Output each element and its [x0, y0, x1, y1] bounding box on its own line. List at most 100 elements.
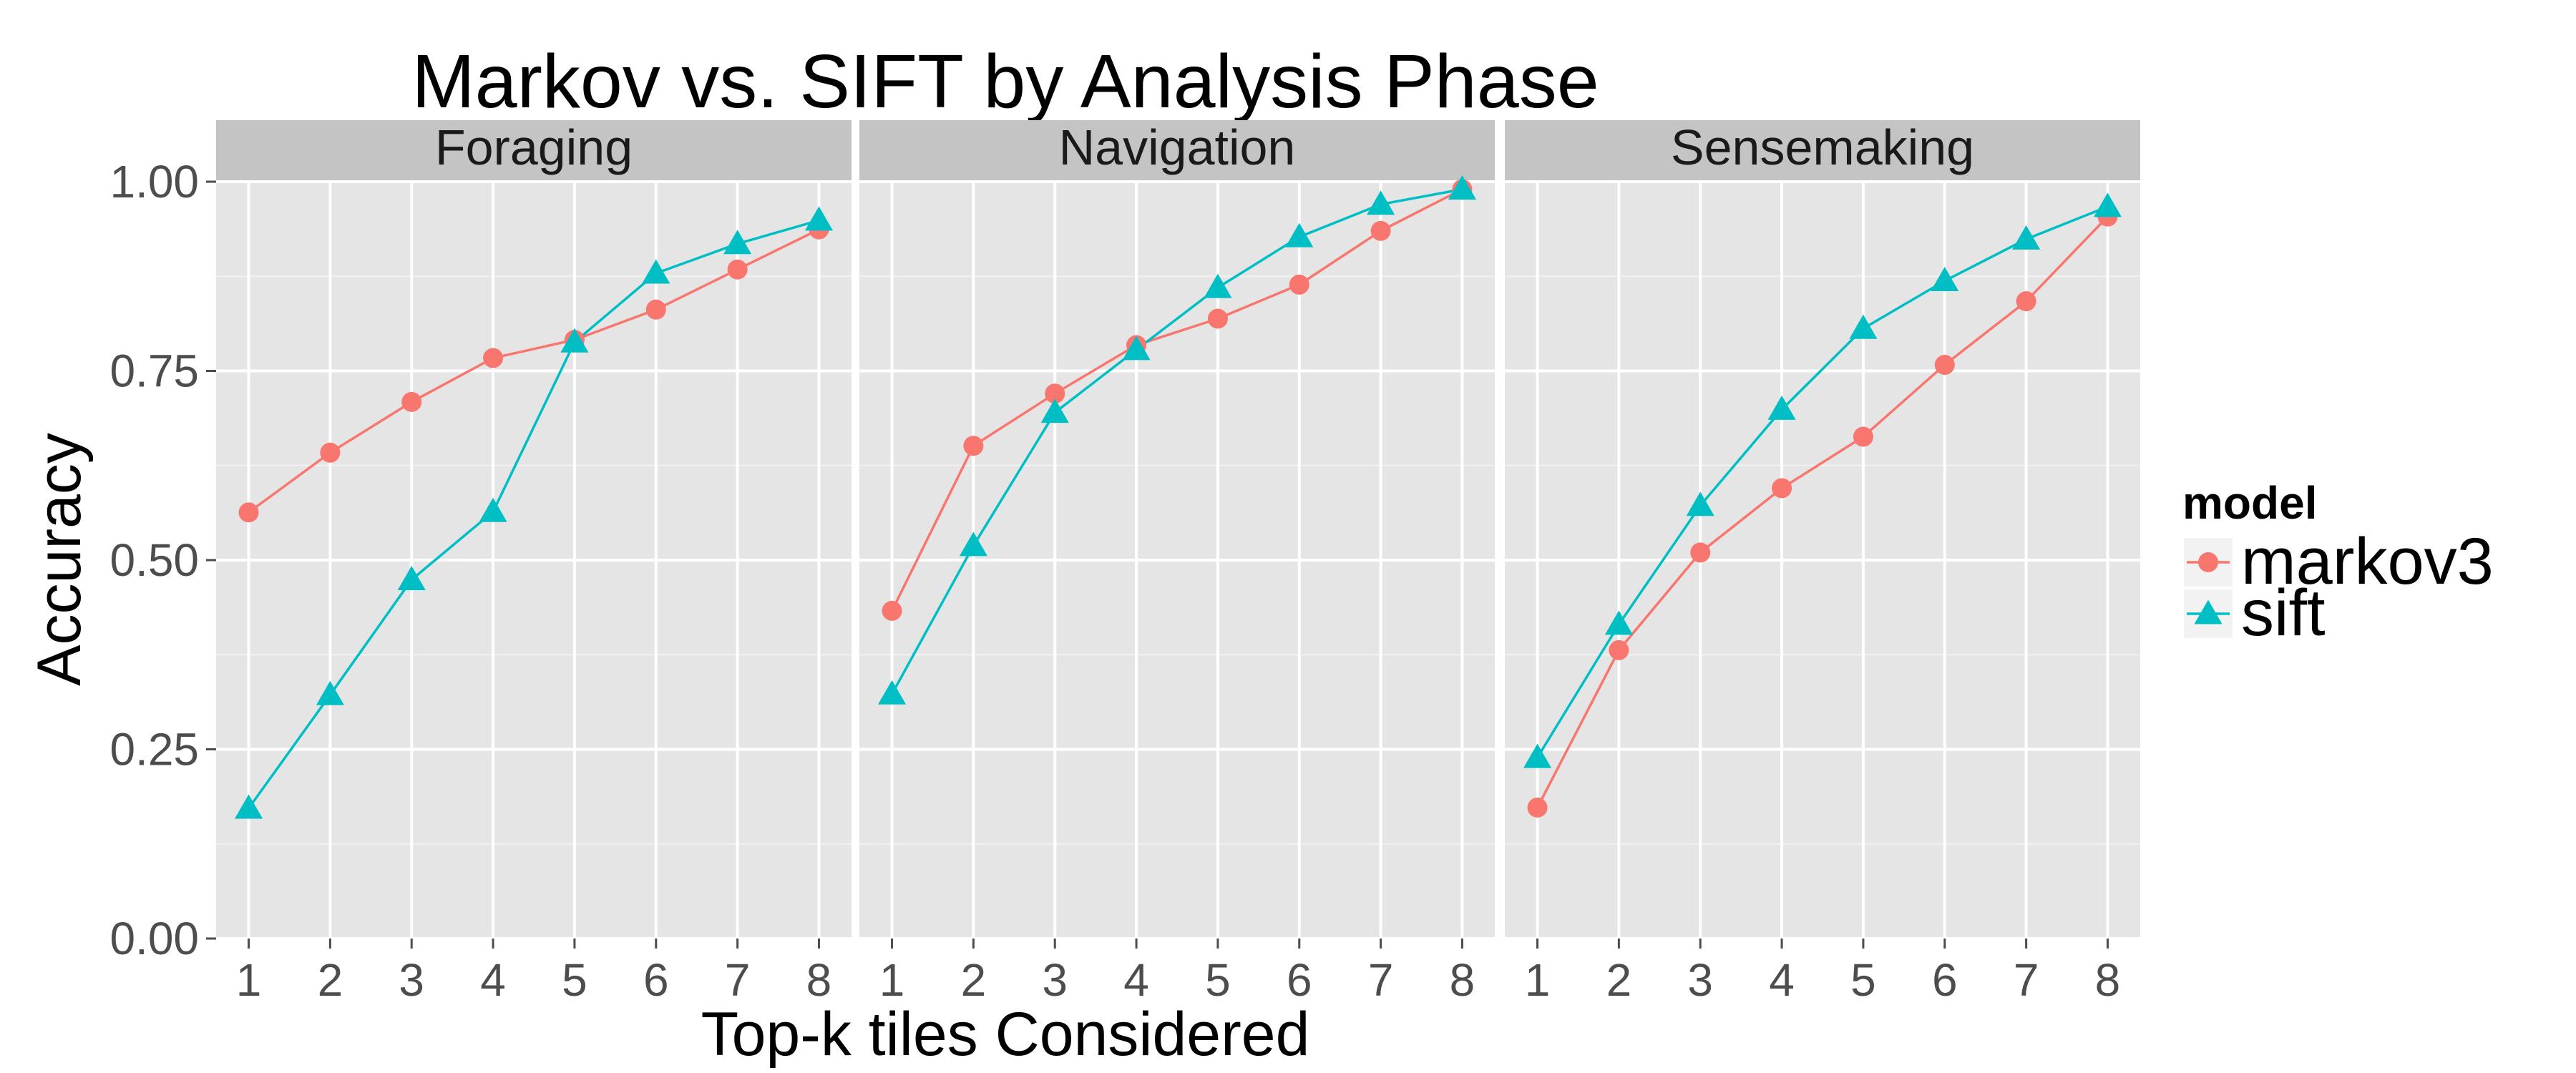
x-axis-title: Top-k tiles Considered [701, 1000, 1310, 1069]
legend-item-sift: sift [2184, 577, 2326, 650]
data-point-sift [1849, 314, 1878, 339]
x-tick-label: 3 [1042, 954, 1068, 1006]
data-point-sift [1767, 395, 1796, 420]
x-tick-label: 2 [1606, 954, 1632, 1006]
data-point-markov3 [1207, 308, 1228, 329]
data-point-sift [723, 230, 752, 255]
x-tick-label: 8 [2095, 954, 2121, 1006]
data-point-markov3 [2016, 291, 2036, 312]
data-point-sift [1204, 273, 1232, 298]
x-tick-label: 6 [1287, 954, 1312, 1006]
data-point-sift [877, 680, 907, 705]
data-point-sift [959, 531, 987, 557]
data-point-markov3 [1853, 426, 1873, 447]
series-line-sift [248, 219, 819, 810]
facet-strip-label: Foraging [435, 119, 633, 175]
facet-panel-navigation: Navigation 1 2 3 4 5 6 7 8 [859, 119, 1495, 1006]
facet-strip-label: Sensemaking [1671, 119, 1974, 175]
facet-panel-sensemaking: Sensemaking 1 2 3 4 5 6 7 8 [1505, 119, 2140, 1006]
data-point-sift [1367, 190, 1395, 215]
series-line-markov3 [890, 188, 1463, 612]
x-tick-label: 2 [318, 954, 343, 1006]
y-axis: 0.00 0.25 0.50 0.75 1.00 [109, 156, 216, 964]
x-tick-label: 5 [1850, 954, 1876, 1006]
data-point-sift [479, 497, 507, 522]
data-point-markov3 [1370, 220, 1391, 241]
x-tick-label: 2 [961, 954, 987, 1006]
data-point-sift [2012, 225, 2041, 250]
data-point-markov3 [727, 259, 748, 280]
x-tick-label: 4 [1123, 954, 1149, 1006]
data-point-markov3 [1934, 355, 1955, 376]
x-tick-label: 5 [1205, 954, 1231, 1006]
data-point-markov3 [963, 436, 984, 456]
x-tick-label: 7 [2014, 954, 2039, 1006]
facet-strip [216, 120, 852, 180]
x-tick-label: 1 [1525, 954, 1551, 1006]
data-point-markov3 [1045, 383, 1065, 404]
x-tick-label: 8 [1450, 954, 1475, 1006]
series-line-markov3 [248, 228, 820, 514]
facet-panel-foraging: Foraging 1 2 3 4 5 6 7 8 [216, 119, 852, 1006]
data-point-sift [1523, 743, 1552, 768]
x-tick-label: 7 [1368, 954, 1394, 1006]
data-point-sift [1931, 267, 1959, 292]
x-tick-label: 8 [806, 954, 832, 1006]
data-point-sift [234, 794, 263, 819]
x-tick-label: 7 [725, 954, 751, 1006]
data-point-sift [1686, 491, 1714, 516]
data-point-markov3 [1289, 274, 1309, 295]
data-point-markov3 [645, 299, 666, 320]
data-point-sift [1040, 398, 1069, 423]
data-point-markov3 [882, 600, 902, 621]
y-tick-label: 0.25 [109, 724, 199, 775]
x-tick-label: 5 [562, 954, 587, 1006]
data-point-sift [1448, 175, 1477, 200]
data-point-sift [316, 680, 344, 705]
series-line-markov3 [1536, 215, 2109, 808]
series-line-sift [1536, 205, 2109, 759]
y-tick-label: 1.00 [109, 156, 199, 207]
facet-strip-label: Navigation [1059, 119, 1296, 175]
x-tick-label: 6 [643, 954, 669, 1006]
legend-key-marker [2198, 552, 2218, 572]
data-point-sift [1285, 222, 1314, 248]
x-tick-label: 4 [480, 954, 506, 1006]
x-tick-label: 4 [1769, 954, 1795, 1006]
chart-title: Markov vs. SIFT by Analysis Phase [411, 39, 1599, 124]
x-tick-label: 3 [399, 954, 424, 1006]
data-point-markov3 [401, 391, 422, 412]
legend-label: sift [2241, 577, 2326, 650]
data-point-sift [560, 328, 589, 353]
data-point-sift [1604, 610, 1633, 635]
y-tick-label: 0.50 [109, 534, 199, 586]
data-point-sift [804, 206, 834, 231]
x-tick-label: 3 [1687, 954, 1713, 1006]
data-point-sift [642, 259, 670, 284]
y-axis-title: Accuracy [25, 433, 94, 686]
legend-label: markov3 [2241, 525, 2494, 598]
x-tick-label: 1 [236, 954, 262, 1006]
x-tick-label: 6 [1932, 954, 1958, 1006]
series-line-sift [890, 187, 1463, 695]
data-point-sift [1122, 335, 1151, 361]
data-point-markov3 [1690, 542, 1711, 563]
facet-strip [859, 120, 1495, 180]
y-tick-label: 0.00 [109, 913, 199, 964]
data-point-markov3 [483, 348, 504, 368]
x-tick-label: 1 [879, 954, 905, 1006]
facet-strip [1505, 120, 2140, 180]
data-point-markov3 [1772, 478, 1792, 499]
legend-key-marker [2194, 599, 2223, 624]
legend-item-markov3: markov3 [2184, 525, 2494, 598]
data-point-markov3 [1609, 640, 1629, 660]
data-point-markov3 [1527, 797, 1548, 818]
data-point-markov3 [320, 442, 341, 463]
y-tick-label: 0.75 [109, 346, 199, 397]
data-point-sift [397, 565, 426, 590]
data-point-markov3 [238, 502, 259, 523]
data-point-sift [2093, 192, 2122, 217]
